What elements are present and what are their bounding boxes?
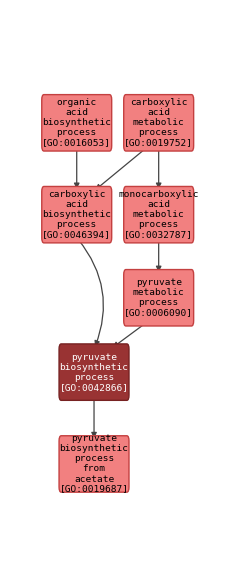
Text: pyruvate
biosynthetic
process
from
acetate
[GO:0019687]: pyruvate biosynthetic process from aceta… (59, 435, 129, 494)
FancyBboxPatch shape (124, 186, 194, 243)
Text: pyruvate
biosynthetic
process
[GO:0042866]: pyruvate biosynthetic process [GO:004286… (59, 353, 129, 392)
FancyBboxPatch shape (59, 436, 129, 492)
FancyBboxPatch shape (124, 270, 194, 326)
Text: organic
acid
biosynthetic
process
[GO:0016053]: organic acid biosynthetic process [GO:00… (42, 98, 111, 148)
FancyBboxPatch shape (42, 95, 112, 151)
Text: carboxylic
acid
metabolic
process
[GO:0019752]: carboxylic acid metabolic process [GO:00… (124, 98, 193, 148)
Text: carboxylic
acid
biosynthetic
process
[GO:0046394]: carboxylic acid biosynthetic process [GO… (42, 190, 111, 239)
FancyBboxPatch shape (124, 95, 194, 151)
Text: monocarboxylic
acid
metabolic
process
[GO:0032787]: monocarboxylic acid metabolic process [G… (118, 190, 199, 239)
FancyBboxPatch shape (42, 186, 112, 243)
Text: pyruvate
metabolic
process
[GO:0006090]: pyruvate metabolic process [GO:0006090] (124, 278, 193, 318)
FancyBboxPatch shape (59, 344, 129, 400)
